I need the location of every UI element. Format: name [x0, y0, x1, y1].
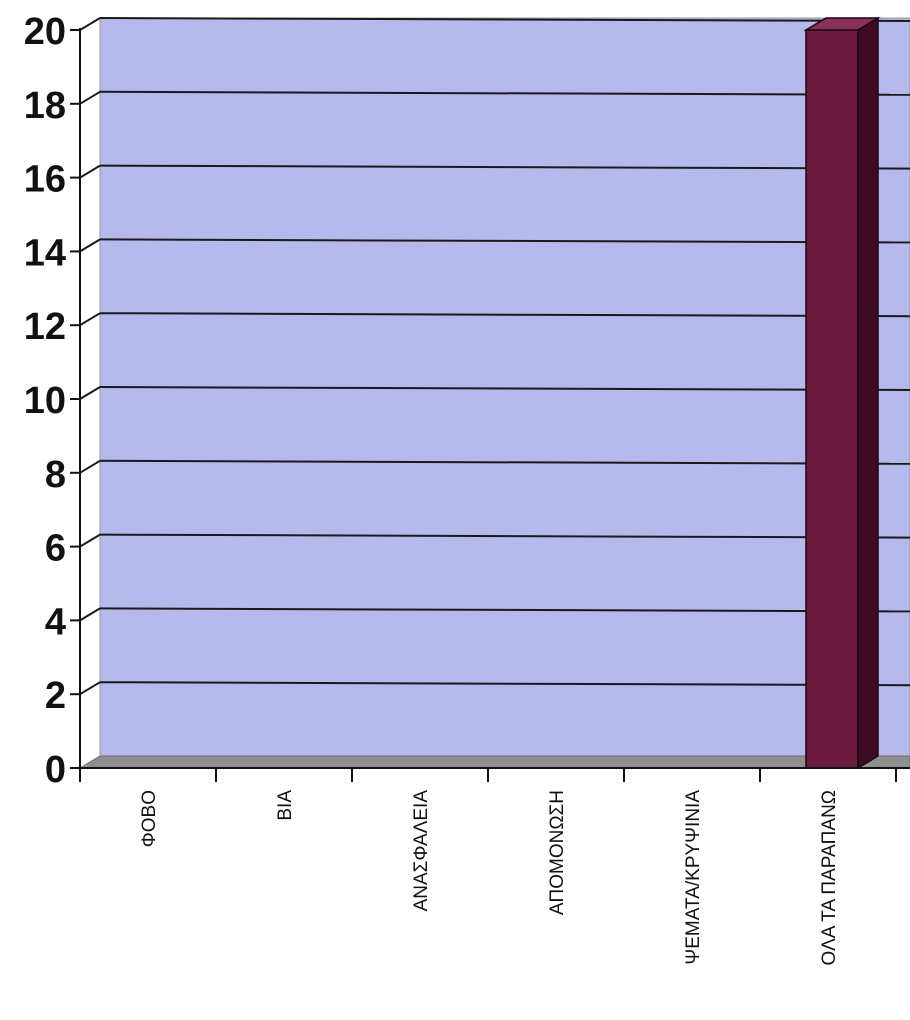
x-tick-label: ΑΠΟΜΟΝΩΣΗ: [547, 790, 568, 915]
gridline: [99, 312, 910, 318]
gridline-depth: [79, 164, 101, 179]
gridline-depth: [79, 681, 101, 696]
y-tick-label: 10: [24, 380, 66, 422]
y-tick-label: 18: [24, 85, 66, 127]
bar-top: [803, 17, 881, 31]
gridline-depth: [79, 90, 101, 105]
gridline-depth: [79, 238, 101, 253]
gridline: [99, 607, 910, 613]
y-tick-label: 20: [24, 11, 66, 53]
x-tick-label: ΦΟΒΟ: [139, 790, 160, 847]
gridline: [99, 17, 910, 22]
gridline-depth: [79, 533, 101, 548]
plot-floor: [78, 755, 910, 769]
y-tick-label: 14: [24, 232, 66, 274]
gridline: [99, 533, 910, 539]
gridline: [99, 459, 910, 465]
bar: [805, 29, 859, 769]
y-tick-label: 8: [45, 454, 66, 496]
y-tick-label: 4: [45, 601, 66, 643]
gridline: [99, 681, 910, 687]
y-tick-label: 6: [45, 528, 66, 570]
y-tick-label: 16: [24, 159, 66, 201]
gridline-depth: [79, 17, 101, 31]
gridline: [99, 238, 910, 244]
gridline-depth: [79, 386, 101, 400]
x-tick-label: ΒΙΑ: [275, 790, 296, 821]
plot-back-wall: [99, 17, 910, 757]
y-tick-label: 2: [45, 675, 66, 717]
gridline: [99, 164, 910, 170]
y-tick-label: 0: [45, 749, 66, 791]
gridline: [99, 90, 910, 96]
bar-side: [857, 16, 879, 770]
y-tick-label: 12: [24, 306, 66, 348]
x-tick-label: ΨΕΜΑΤΑ/ΚΡΥΨΙΝΙΑ: [683, 790, 704, 965]
gridline: [99, 386, 910, 391]
x-tick-label: ΟΛΑ ΤΑ ΠΑΡΑΠΑΝΩ: [819, 790, 840, 965]
gridline-depth: [79, 459, 101, 474]
gridline-depth: [79, 607, 101, 622]
gridline-depth: [79, 312, 101, 327]
x-tick-label: ΑΝΑΣΦΑΛΕΙΑ: [411, 790, 432, 912]
